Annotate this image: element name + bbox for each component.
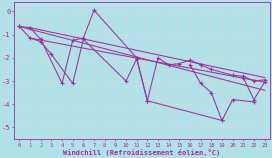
X-axis label: Windchill (Refroidissement éolien,°C): Windchill (Refroidissement éolien,°C) [63, 149, 221, 156]
